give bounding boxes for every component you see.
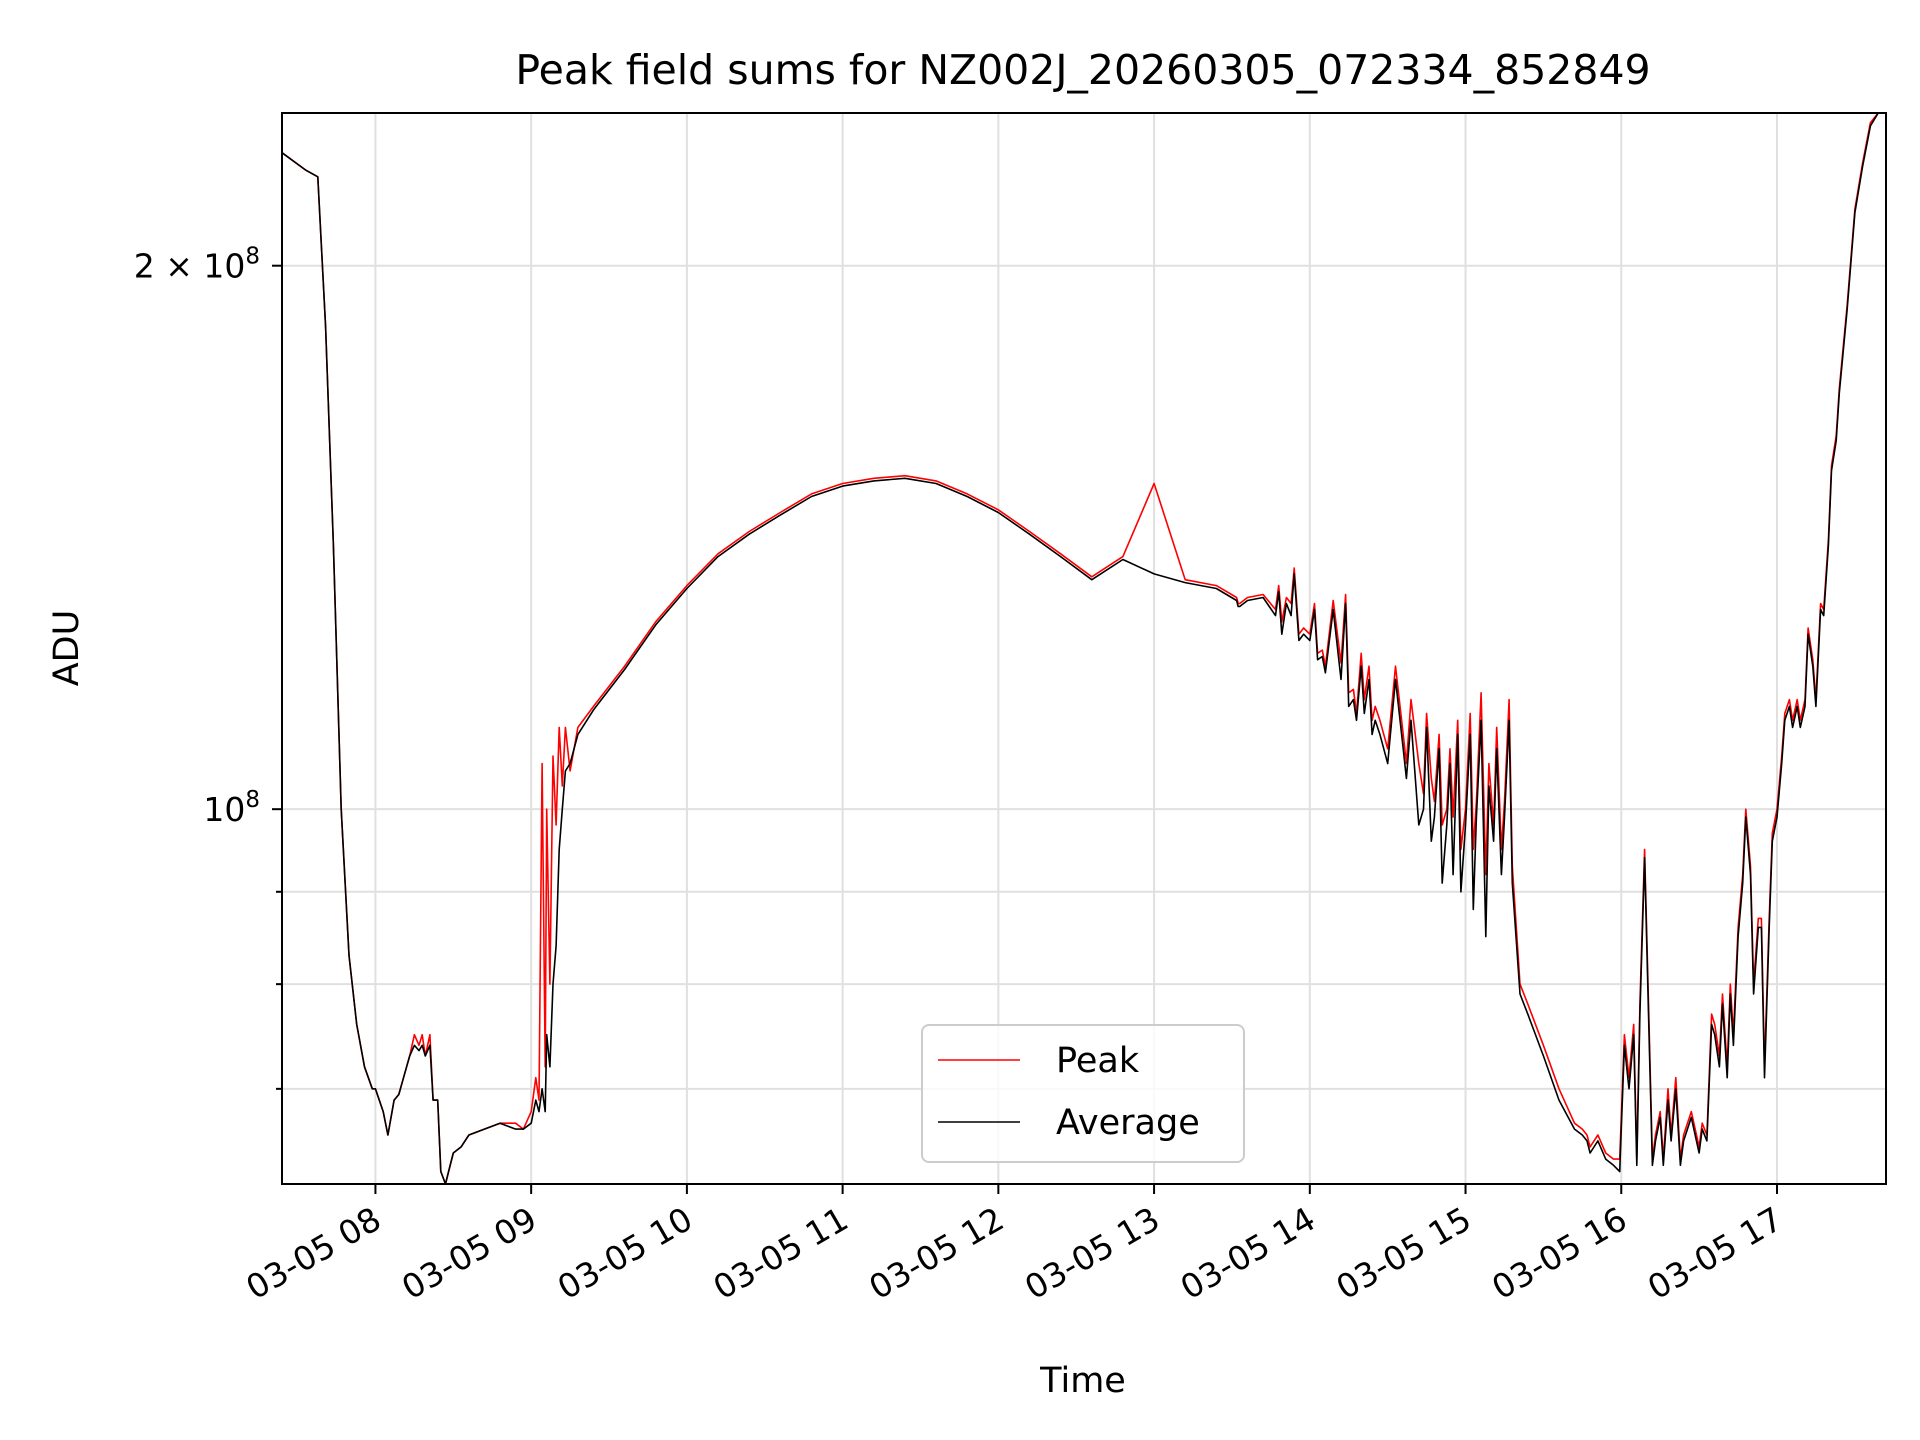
- legend-label-average: Average: [1056, 1103, 1200, 1143]
- y-axis-label: ADU: [47, 610, 87, 687]
- series-line-average: [282, 113, 1886, 1184]
- y-tick-label: 108: [203, 787, 260, 829]
- plot-area: [282, 113, 1886, 1184]
- x-axis-label: Time: [1039, 1361, 1126, 1401]
- legend-label-peak: Peak: [1056, 1041, 1140, 1081]
- plot-frame: [281, 112, 1887, 1185]
- legend: Peak Average: [921, 1024, 1245, 1163]
- chart-title: Peak field sums for NZ002J_20260305_0723…: [515, 46, 1650, 94]
- y-tick-label: 2 × 108: [134, 244, 260, 286]
- y-axis-ticks: 108 2 × 108: [134, 244, 282, 1090]
